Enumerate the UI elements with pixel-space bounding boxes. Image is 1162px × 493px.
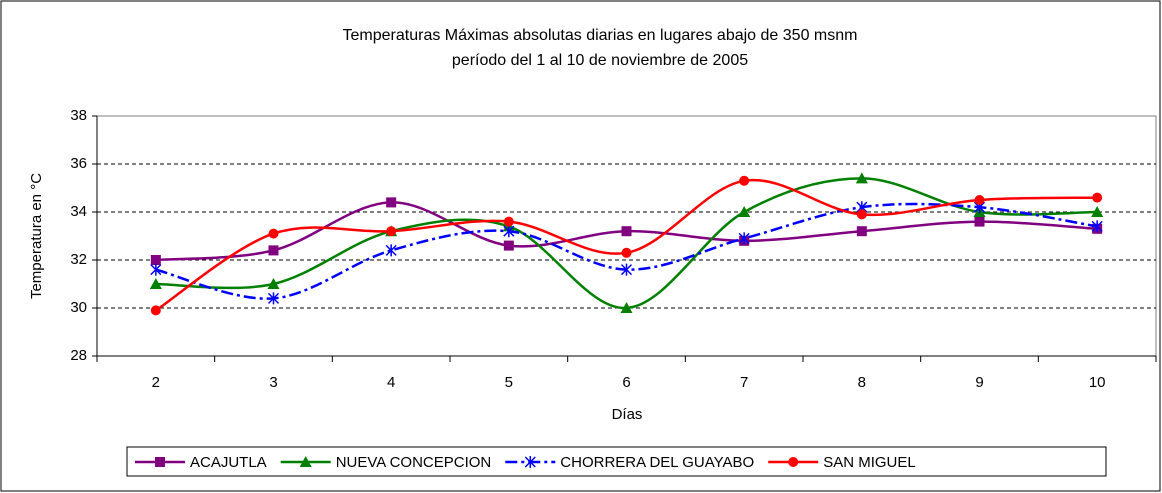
data-point xyxy=(385,244,397,257)
data-point xyxy=(1092,192,1103,203)
legend-marker xyxy=(788,457,799,467)
data-point xyxy=(738,232,750,245)
x-axis-label: Días xyxy=(612,406,643,423)
x-tick-label: 5 xyxy=(505,374,513,391)
data-point xyxy=(621,247,632,258)
data-point xyxy=(150,255,161,265)
data-point xyxy=(739,175,750,186)
data-point xyxy=(386,197,397,208)
x-tick-label: 6 xyxy=(622,374,630,391)
data-point xyxy=(855,172,868,184)
legend-label: ACAJUTLA xyxy=(190,454,267,471)
x-tick-label: 9 xyxy=(975,374,983,391)
x-tick-label: 2 xyxy=(152,374,160,391)
y-tick-label: 30 xyxy=(70,299,87,316)
legend-label: CHORRERA DEL GUAYABO xyxy=(560,454,754,471)
legend-marker xyxy=(155,457,165,467)
data-point xyxy=(620,263,633,276)
data-point xyxy=(150,263,162,276)
chart-title: Temperaturas Máximas absolutas diarias e… xyxy=(343,27,858,44)
data-point xyxy=(974,195,985,205)
data-point xyxy=(856,226,867,237)
legend-label: SAN MIGUEL xyxy=(823,454,916,471)
data-point xyxy=(621,226,632,237)
data-point xyxy=(1091,220,1103,233)
data-point xyxy=(386,226,397,237)
y-tick-label: 32 xyxy=(70,251,87,268)
data-point xyxy=(503,225,515,238)
legend-marker xyxy=(524,456,536,468)
data-point xyxy=(503,216,514,227)
y-tick-label: 36 xyxy=(70,155,87,172)
y-tick-label: 28 xyxy=(70,347,87,364)
y-tick-label: 34 xyxy=(70,203,87,220)
data-point xyxy=(268,245,279,256)
y-tick-label: 38 xyxy=(70,107,87,124)
x-tick-label: 10 xyxy=(1089,374,1106,391)
data-point xyxy=(738,206,751,217)
y-axis-label: Temperatura en °C xyxy=(28,173,45,299)
data-point xyxy=(149,278,162,289)
x-tick-label: 7 xyxy=(740,374,748,391)
x-tick-label: 3 xyxy=(269,374,277,391)
x-tick-label: 4 xyxy=(387,374,395,391)
data-point xyxy=(150,305,161,316)
legend-marker xyxy=(299,456,312,467)
chart-subtitle: período del 1 al 10 de noviembre de 2005 xyxy=(452,52,748,69)
data-point xyxy=(267,292,280,305)
x-tick-label: 8 xyxy=(858,374,866,391)
data-point xyxy=(856,209,867,220)
data-point xyxy=(1091,206,1104,217)
data-point xyxy=(267,278,280,289)
data-point xyxy=(503,240,514,251)
data-point xyxy=(620,302,633,313)
data-point xyxy=(974,216,985,227)
data-point xyxy=(268,228,279,239)
legend-label: NUEVA CONCEPCION xyxy=(336,454,492,471)
